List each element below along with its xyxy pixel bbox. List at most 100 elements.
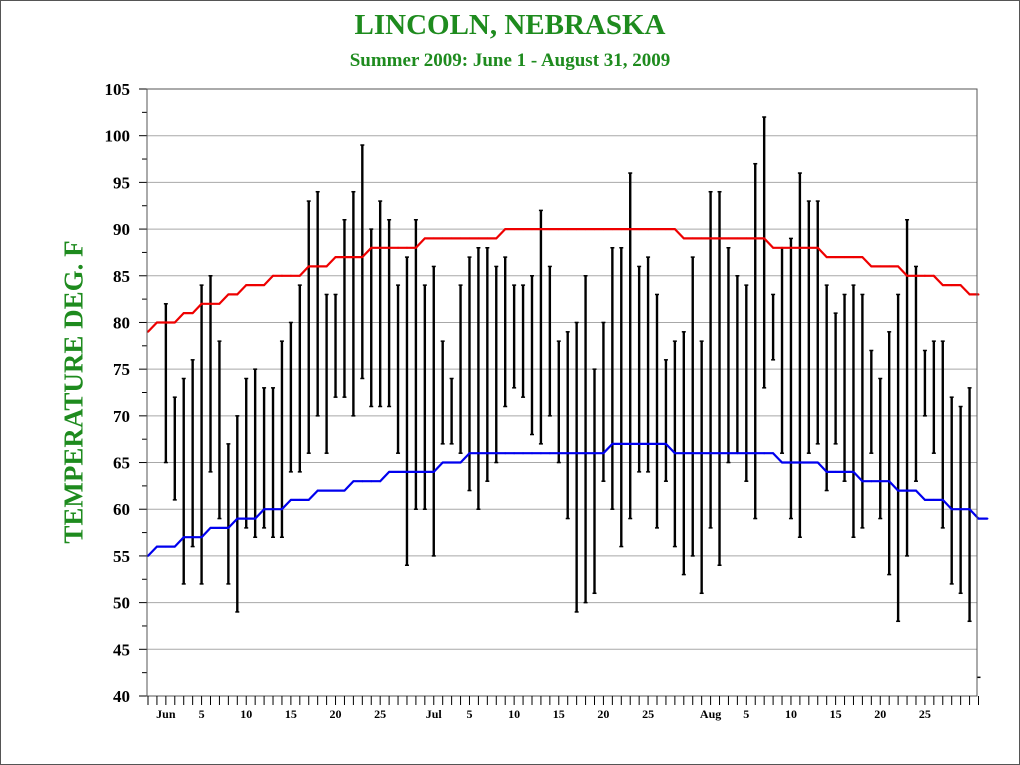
y-tick-label: 100 — [105, 127, 131, 146]
normal-low-point — [272, 508, 275, 511]
normal-low-point — [959, 508, 962, 511]
normal-high-point — [691, 237, 694, 240]
x-tick-label: 15 — [285, 707, 297, 721]
normal-low-point — [459, 461, 462, 464]
normal-low-point — [280, 508, 283, 511]
normal-low-point — [334, 489, 337, 492]
normal-high-point — [530, 228, 533, 231]
x-tick-label: 10 — [508, 707, 520, 721]
normal-low-point — [289, 498, 292, 501]
normal-high-point — [620, 228, 623, 231]
normal-high-point — [263, 284, 266, 287]
normal-high-point — [879, 265, 882, 268]
normal-high-point — [611, 228, 614, 231]
x-tick-label: 5 — [743, 707, 749, 721]
normal-low-point — [352, 480, 355, 483]
normal-high-point — [504, 228, 507, 231]
normal-low-point — [504, 452, 507, 455]
normal-high-point — [298, 274, 301, 277]
y-tick-label: 70 — [113, 407, 130, 426]
normal-high-point — [906, 274, 909, 277]
normal-low-point — [414, 470, 417, 473]
normal-high-point — [164, 321, 167, 324]
y-tick-label: 105 — [105, 80, 131, 99]
normal-high-point — [593, 228, 596, 231]
normal-high-point — [629, 228, 632, 231]
y-tick-label: 40 — [113, 687, 130, 706]
x-tick-label: 25 — [919, 707, 931, 721]
normal-high-point — [754, 237, 757, 240]
y-tick-label: 55 — [113, 547, 130, 566]
normal-high-point — [539, 228, 542, 231]
normal-high-point — [397, 246, 400, 249]
normal-low-point — [736, 452, 739, 455]
normal-low-point — [977, 517, 980, 520]
x-tick-label: 5 — [466, 707, 472, 721]
normal-high-point — [173, 321, 176, 324]
normal-high-point — [245, 284, 248, 287]
normal-low-point — [388, 470, 391, 473]
normal-low-point — [423, 470, 426, 473]
normal-high-point — [200, 302, 203, 305]
normal-high-point — [941, 284, 944, 287]
x-tick-label: Aug — [700, 707, 721, 721]
normal-high-point — [932, 274, 935, 277]
normal-low-point — [638, 442, 641, 445]
y-tick-label: 65 — [113, 454, 130, 473]
normal-low-point — [245, 517, 248, 520]
normal-low-point — [647, 442, 650, 445]
normal-low-point — [825, 470, 828, 473]
normal-low-point — [852, 470, 855, 473]
normal-high-point — [289, 274, 292, 277]
normal-high-point — [361, 256, 364, 259]
normal-high-point — [861, 256, 864, 259]
normal-low-point — [888, 480, 891, 483]
normal-high-point — [575, 228, 578, 231]
normal-high-point — [548, 228, 551, 231]
normal-high-point — [486, 237, 489, 240]
normal-low-point — [164, 545, 167, 548]
normal-high-point — [673, 228, 676, 231]
normal-low-point — [789, 461, 792, 464]
normal-high-point — [638, 228, 641, 231]
y-tick-label: 60 — [113, 500, 130, 519]
normal-low-point — [941, 498, 944, 501]
normal-high-point — [272, 274, 275, 277]
normal-low-point — [495, 452, 498, 455]
normal-high-point — [772, 246, 775, 249]
normal-high-point — [182, 312, 185, 315]
normal-high-point — [343, 256, 346, 259]
chart-title: LINCOLN, NEBRASKA — [354, 9, 666, 41]
normal-high-point — [370, 246, 373, 249]
x-tick-label: 10 — [240, 707, 252, 721]
normal-high-point — [888, 265, 891, 268]
normal-high-point — [781, 246, 784, 249]
normal-high-point — [227, 293, 230, 296]
normal-high-point — [388, 246, 391, 249]
normal-high-point — [897, 265, 900, 268]
normal-high-point — [682, 237, 685, 240]
normal-low-point — [772, 452, 775, 455]
normal-low-point — [298, 498, 301, 501]
normal-low-point — [584, 452, 587, 455]
normal-high-point — [468, 237, 471, 240]
x-tick-label: 25 — [642, 707, 654, 721]
x-tick-label: 10 — [785, 707, 797, 721]
normal-high-point — [280, 274, 283, 277]
normal-high-point — [825, 256, 828, 259]
x-tick-label: 20 — [874, 707, 886, 721]
y-tick-label: 85 — [113, 267, 130, 286]
normal-low-point — [468, 452, 471, 455]
normal-low-point — [379, 480, 382, 483]
normal-low-point — [754, 452, 757, 455]
normal-low-point — [923, 498, 926, 501]
normal-high-point — [798, 246, 801, 249]
normal-low-point — [522, 452, 525, 455]
normal-low-point — [307, 498, 310, 501]
y-tick-label: 75 — [113, 360, 130, 379]
normal-high-point — [647, 228, 650, 231]
normal-low-point — [602, 452, 605, 455]
normal-high-point — [602, 228, 605, 231]
normal-high-point — [441, 237, 444, 240]
